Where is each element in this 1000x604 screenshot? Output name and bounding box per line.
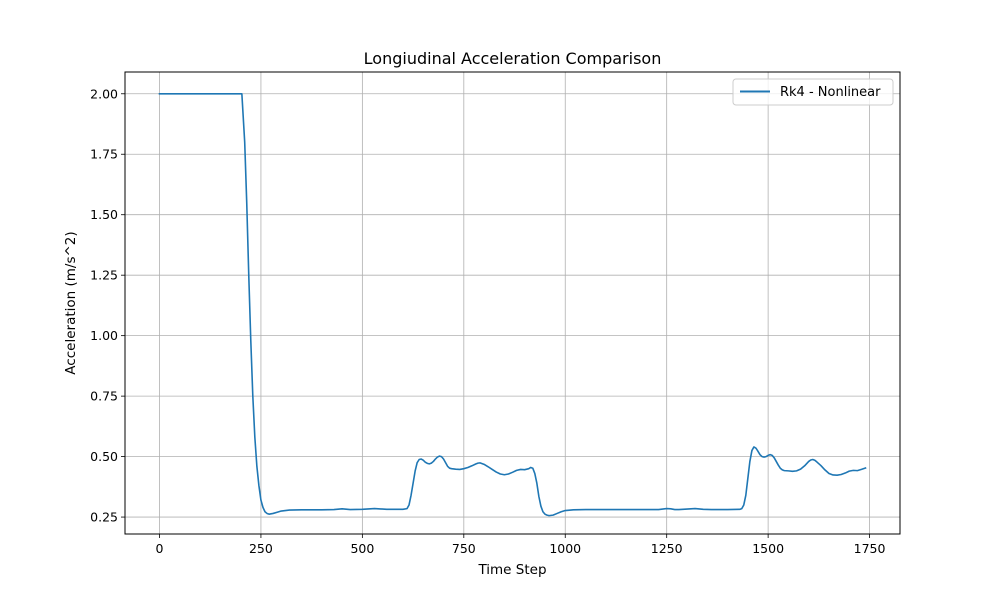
series-line-0 [158, 92, 867, 517]
legend: Rk4 - Nonlinear [732, 78, 894, 106]
y-tick-label: 1.25 [90, 268, 118, 283]
x-tick-label: 1500 [752, 541, 784, 556]
y-tick-label: 2.00 [90, 86, 118, 101]
legend-label: Rk4 - Nonlinear [780, 85, 881, 100]
series-layer [158, 92, 867, 517]
x-tick-label: 500 [350, 541, 374, 556]
axis-ticks: 0 250 500 750 1000 1250 1500 1750 0.25 0.50 0.75 1.… [90, 86, 885, 556]
x-tick-label: 1250 [651, 541, 683, 556]
x-tick-label: 750 [452, 541, 476, 556]
y-tick-label: 0.25 [90, 510, 118, 525]
plot-frame [124, 71, 901, 535]
y-tick-label: 1.00 [90, 328, 118, 343]
legend-box [732, 78, 894, 106]
x-tick-label: 0 [156, 541, 164, 556]
y-tick-label: 1.75 [90, 147, 118, 162]
x-axis-label: Time Step [477, 562, 546, 578]
grid-lines [125, 72, 900, 534]
y-tick-label: 0.50 [90, 449, 118, 464]
x-tick-label: 250 [249, 541, 273, 556]
y-tick-label: 0.75 [90, 389, 118, 404]
x-tick-label: 1750 [854, 541, 886, 556]
y-axis-label: Acceleration (m/s^2) [63, 231, 79, 374]
y-tick-label: 1.50 [90, 207, 118, 222]
x-tick-label: 1000 [549, 541, 581, 556]
chart-title: Longiudinal Acceleration Comparison [364, 49, 662, 68]
